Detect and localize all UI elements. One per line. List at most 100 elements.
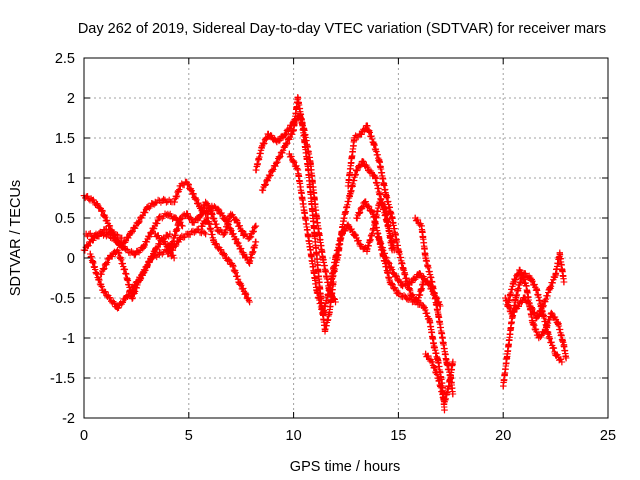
data-point (504, 302, 511, 310)
data-point (562, 354, 570, 362)
series-arc-13 (328, 158, 398, 286)
data-point (403, 294, 410, 302)
y-tick-label: -0.5 (50, 291, 75, 307)
data-point (382, 254, 390, 262)
series-arc-8 (198, 214, 253, 306)
series-arc-7 (164, 198, 260, 258)
data-point (242, 290, 249, 298)
y-tick-label: -1 (62, 331, 75, 347)
data-point (502, 294, 509, 302)
data-point (290, 126, 297, 134)
y-axis-label: SDTVAR / TECUs (8, 180, 24, 296)
data-point (357, 130, 364, 138)
data-point (240, 250, 247, 258)
axis-ticks: 0 5 10 15 20 25 -2 -1.5 -1 -0.5 0 0.5 1 1.5 2 2.5 (50, 51, 616, 444)
data-point (189, 190, 197, 198)
data-point (196, 202, 203, 210)
data-point (168, 246, 176, 254)
data-point (170, 254, 178, 262)
marker-trail (252, 112, 339, 306)
series-arc-11 (258, 94, 337, 335)
data-point (282, 130, 289, 138)
data-point (353, 214, 360, 222)
data-point (351, 134, 358, 142)
data-point (143, 262, 151, 270)
data-point (97, 205, 104, 212)
data-point (504, 350, 511, 358)
data-point (87, 238, 94, 246)
data-point (523, 282, 530, 290)
data-point (164, 210, 172, 218)
y-tick-label: 2.5 (55, 51, 75, 67)
data-point (539, 302, 547, 310)
data-point (533, 286, 540, 294)
data-point (510, 278, 517, 286)
series-arc-20 (502, 249, 568, 322)
data-point (441, 398, 448, 406)
data-point (554, 318, 561, 326)
data-point (313, 286, 320, 294)
data-point (258, 186, 266, 194)
data-point (311, 230, 318, 238)
data-point (214, 206, 222, 214)
data-point (265, 130, 272, 138)
data-point (126, 230, 134, 238)
series-arc-9 (152, 226, 209, 254)
data-point (156, 214, 163, 222)
data-point (363, 122, 371, 130)
data-point (334, 254, 341, 262)
data-point (500, 382, 507, 390)
data-point (344, 182, 352, 190)
data-point (177, 182, 184, 190)
data-point (118, 242, 125, 250)
data-point (282, 142, 289, 150)
data-point (152, 246, 159, 254)
data-point (535, 334, 543, 342)
x-tick-label: 20 (495, 428, 511, 444)
series-arc-19 (500, 270, 566, 390)
data-point (105, 294, 113, 302)
data-point (208, 210, 216, 218)
data-point (286, 150, 293, 158)
data-point (558, 358, 566, 366)
data-point (516, 278, 524, 286)
data-point (529, 318, 536, 326)
data-point (105, 254, 113, 262)
data-point (170, 234, 178, 242)
data-point (527, 274, 534, 282)
data-point (365, 166, 373, 174)
data-point (139, 245, 146, 252)
data-point (376, 158, 383, 166)
data-point (508, 310, 515, 318)
data-point (305, 166, 312, 174)
data-point (422, 350, 429, 358)
data-point (166, 230, 174, 238)
data-point (344, 222, 352, 230)
data-markers (80, 94, 570, 414)
data-point (508, 318, 515, 326)
series-arc-10 (252, 112, 339, 306)
data-point (418, 222, 425, 230)
data-point (273, 138, 281, 146)
data-point (179, 222, 186, 230)
data-point (118, 234, 125, 242)
data-point (533, 314, 540, 322)
data-point (443, 358, 450, 366)
data-point (189, 218, 197, 226)
data-point (252, 166, 260, 174)
data-point (382, 190, 390, 198)
y-tick-label: 0.5 (55, 211, 75, 227)
data-point (252, 238, 260, 246)
data-point (514, 302, 522, 310)
data-point (235, 278, 243, 286)
data-point (160, 197, 167, 204)
data-point (97, 270, 104, 278)
plot-frame (83, 57, 609, 419)
x-tick-label: 0 (80, 428, 88, 444)
data-point (210, 238, 218, 246)
data-point (516, 266, 524, 274)
data-point (101, 226, 109, 234)
data-point (300, 206, 308, 214)
data-point (422, 254, 429, 262)
